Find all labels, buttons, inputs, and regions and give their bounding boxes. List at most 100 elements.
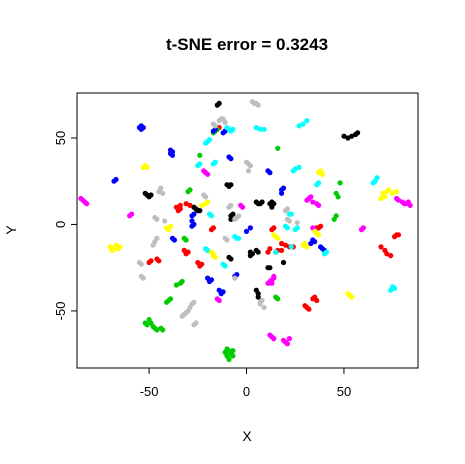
data-point (230, 126, 236, 132)
data-point (115, 246, 121, 252)
data-point (386, 187, 392, 193)
data-points (78, 99, 413, 362)
data-point (273, 249, 279, 255)
data-point (84, 201, 90, 207)
data-point (228, 156, 234, 162)
data-point (203, 194, 209, 200)
data-point (144, 164, 150, 170)
cluster-blue (111, 123, 328, 297)
data-point (280, 259, 287, 266)
data-point (216, 297, 222, 304)
data-point (138, 261, 144, 267)
data-point (255, 102, 261, 108)
data-point (205, 171, 211, 177)
data-point (205, 275, 211, 281)
data-point (187, 187, 193, 193)
data-point (316, 202, 322, 208)
data-point (265, 249, 271, 255)
data-point (183, 201, 189, 207)
data-point (302, 303, 308, 309)
data-point (275, 145, 281, 151)
data-point (312, 228, 318, 234)
data-point (222, 349, 228, 355)
data-point (382, 194, 388, 200)
cluster-red (146, 125, 402, 312)
data-point (199, 261, 205, 267)
data-point (345, 291, 351, 297)
data-point (284, 225, 290, 231)
data-point (191, 211, 197, 217)
data-point (253, 287, 259, 293)
data-point (288, 211, 294, 217)
data-point (167, 223, 174, 229)
data-point (220, 261, 226, 267)
data-point (199, 202, 205, 208)
data-point (349, 133, 355, 139)
data-point (154, 235, 160, 241)
data-point (150, 242, 156, 248)
data-point (271, 232, 277, 238)
data-point (253, 199, 259, 205)
data-point (240, 204, 246, 210)
data-point (148, 258, 154, 264)
data-point (331, 216, 337, 222)
data-point (273, 294, 279, 300)
data-point (179, 278, 185, 285)
data-point (236, 235, 242, 241)
data-point (185, 249, 191, 255)
data-point (160, 190, 166, 196)
cluster-black (142, 100, 361, 300)
data-point (205, 199, 211, 205)
data-point (249, 251, 255, 257)
data-point (288, 244, 294, 250)
data-point (255, 249, 261, 255)
data-point (167, 296, 174, 302)
data-point (210, 253, 216, 259)
data-point (191, 322, 197, 328)
data-point (169, 235, 176, 241)
data-point (247, 225, 253, 231)
data-point (275, 235, 281, 241)
data-point (230, 348, 236, 354)
data-point (142, 190, 148, 196)
data-point (148, 320, 154, 326)
data-point (308, 240, 314, 247)
data-point (337, 180, 343, 186)
data-point (267, 201, 273, 207)
data-point (154, 327, 160, 333)
data-point (179, 313, 185, 319)
data-point (181, 247, 187, 253)
y-tick-label: 50 (53, 131, 68, 145)
data-point (318, 223, 324, 229)
data-point (140, 275, 146, 281)
data-point (222, 119, 228, 125)
chart-title: t-SNE error = 0.3243 (166, 35, 328, 54)
data-point (187, 304, 193, 311)
data-point (304, 244, 310, 250)
data-point (279, 240, 285, 247)
data-point (392, 285, 398, 291)
data-point (160, 327, 166, 333)
data-point (148, 192, 154, 198)
data-point (401, 201, 407, 207)
data-point (294, 220, 300, 226)
data-point (228, 182, 234, 188)
data-point (267, 170, 273, 176)
data-point (271, 336, 277, 342)
data-point (197, 152, 203, 158)
data-point (255, 294, 261, 300)
data-point (212, 123, 218, 129)
data-point (314, 297, 320, 304)
data-point (310, 199, 316, 205)
data-point (335, 194, 341, 200)
data-point (378, 195, 384, 202)
data-point (392, 234, 398, 240)
data-point (220, 289, 226, 295)
data-point (374, 175, 380, 181)
y-axis-label: Y (3, 225, 19, 235)
data-point (395, 197, 402, 203)
data-point (296, 164, 302, 170)
data-point (388, 253, 394, 259)
data-point (243, 228, 250, 234)
x-tick-label: 50 (337, 384, 351, 399)
